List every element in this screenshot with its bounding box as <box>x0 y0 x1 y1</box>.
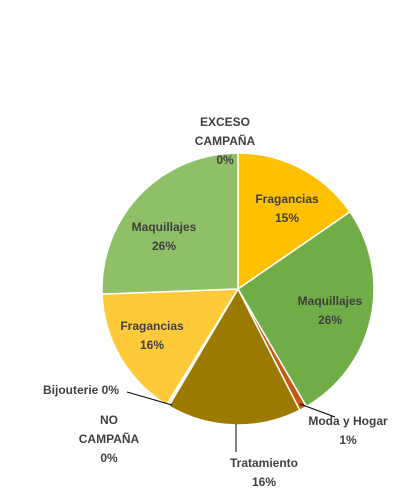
slice-value-label: 16% <box>140 338 164 352</box>
slice-label-line: Moda y Hogar <box>308 414 388 428</box>
leader-line-moda-y-hogar-3 <box>299 403 336 418</box>
leader-lines <box>126 391 336 452</box>
slice-label-line: Tratamiento <box>230 456 298 470</box>
slice-label-fragancias-1: Fragancias 15% <box>255 192 319 225</box>
slice-value-label: 26% <box>152 239 176 253</box>
pie-slice-maquillajes-2 <box>237 210 375 408</box>
slice-label-exceso-campana-0: EXCESO CAMPAÑA 0% <box>195 115 256 167</box>
slice-label-moda-y-hogar-3: Moda y Hogar 1% <box>308 414 388 447</box>
slice-value-label: 1% <box>339 433 357 447</box>
slice-label-line: Maquillajes <box>132 220 197 234</box>
slice-label-line: Bijouterie 0% <box>43 383 119 397</box>
slice-label-fragancias-7: Fragancias 16% <box>120 319 184 352</box>
slice-value-label: 0% <box>216 153 234 167</box>
slice-label-maquillajes-2: Maquillajes 26% <box>298 294 363 327</box>
leader-line-bijouterie-6 <box>126 391 173 406</box>
slice-value-label: 15% <box>275 211 299 225</box>
slice-label-line: NO <box>100 413 118 427</box>
slice-label-line: Fragancias <box>120 319 184 333</box>
slice-value-label: 0% <box>100 451 118 465</box>
slice-label-line: CAMPAÑA <box>79 431 140 446</box>
pie-slice-maquillajes-8 <box>101 152 239 295</box>
slice-value-label: 26% <box>318 313 342 327</box>
slice-label-no-campana-5: NO CAMPAÑA 0% <box>79 413 140 465</box>
slice-value-label: 16% <box>252 475 276 489</box>
pie-slice-tratamiento-4 <box>167 287 301 426</box>
pie-slice-fragancias-7 <box>101 288 240 406</box>
slice-label-maquillajes-8: Maquillajes 26% <box>132 220 197 253</box>
slice-label-line: EXCESO <box>200 115 250 129</box>
slice-labels: EXCESO CAMPAÑA 0% Fragancias 15% Maquillajes 2… <box>43 115 388 489</box>
pie-slice-fragancias-1 <box>237 152 352 291</box>
slice-label-bijouterie-6: Bijouterie 0% <box>43 383 119 397</box>
slice-label-tratamiento-4: Tratamiento 16% <box>230 456 298 489</box>
pie-slices <box>101 152 375 426</box>
slice-label-line: Maquillajes <box>298 294 363 308</box>
slice-label-line: Fragancias <box>255 192 319 206</box>
slice-label-line: CAMPAÑA <box>195 133 256 148</box>
